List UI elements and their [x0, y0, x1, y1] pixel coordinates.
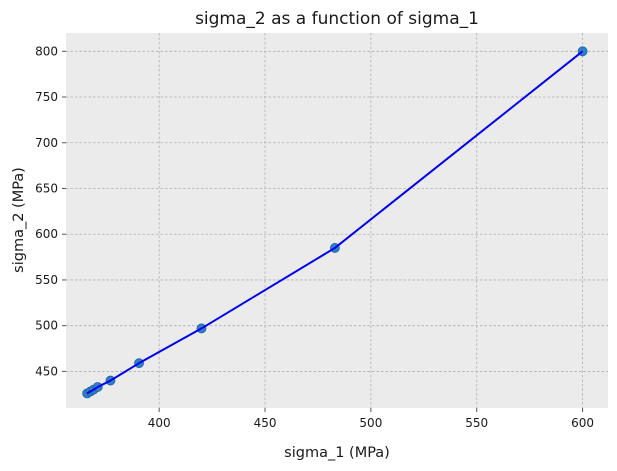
y-tick-label: 500 [35, 319, 58, 333]
plot-background [66, 33, 608, 408]
series [82, 46, 588, 399]
x-tick-label: 550 [465, 416, 488, 430]
y-tick-label: 600 [35, 227, 58, 241]
x-tick-label: 500 [359, 416, 382, 430]
x-tick-label: 450 [254, 416, 277, 430]
grid [66, 33, 608, 408]
y-tick-label: 650 [35, 181, 58, 195]
y-tick-label: 800 [35, 44, 58, 58]
series-line [86, 50, 584, 395]
y-tick-label: 450 [35, 364, 58, 378]
x-axis-label: sigma_1 (MPa) [284, 445, 390, 461]
ticks [62, 50, 584, 412]
y-tick-label: 550 [35, 273, 58, 287]
tick-labels: 400 450 500 550 600 450 500 550 600 650 700 750 800 [35, 44, 594, 430]
y-tick-label: 700 [35, 136, 58, 150]
x-tick-label: 400 [148, 416, 171, 430]
x-tick-label: 600 [571, 416, 594, 430]
y-tick-label: 750 [35, 90, 58, 104]
chart-title: sigma_2 as a function of sigma_1 [195, 9, 479, 29]
y-axis-label: sigma_2 (MPa) [11, 167, 27, 273]
